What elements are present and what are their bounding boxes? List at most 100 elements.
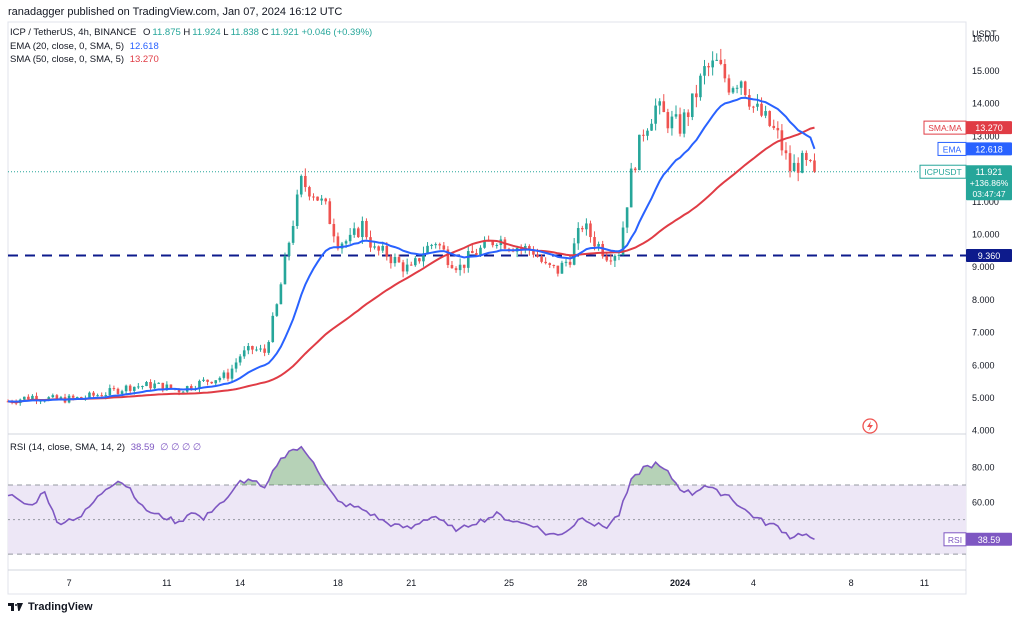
rsi-legend-nulls: ∅ ∅ ∅ ∅ xyxy=(160,442,202,453)
sma-legend[interactable]: SMA (50, close, 0, SMA, 5) 13.270 xyxy=(10,54,159,65)
level-badge[interactable]: 9.360 xyxy=(966,248,1012,262)
time-tick-label: 2024 xyxy=(670,578,690,588)
candle-body xyxy=(116,388,120,394)
candle-body xyxy=(31,395,34,400)
rsi-badge[interactable]: RSI 38.59 xyxy=(943,532,1012,547)
candle-body xyxy=(426,245,429,254)
candle-body xyxy=(271,315,275,343)
candle-body xyxy=(22,396,26,400)
candle-body xyxy=(189,386,193,390)
candle-body xyxy=(674,114,678,117)
candle-body xyxy=(629,168,633,208)
candle-body xyxy=(760,103,763,116)
candle-body xyxy=(613,255,617,261)
candle-body xyxy=(646,130,649,136)
sma-badge[interactable]: SMA:MA 13.270 xyxy=(923,120,1012,135)
high-value: 11.924 xyxy=(192,27,221,38)
candle-body xyxy=(242,350,246,357)
candle-body xyxy=(552,264,556,266)
candle-body xyxy=(809,159,812,161)
candle-body xyxy=(666,112,670,129)
candle-body xyxy=(601,244,604,257)
candle-body xyxy=(165,384,169,391)
candle-body xyxy=(483,240,486,248)
candle-body xyxy=(177,389,181,393)
rsi-badge-value: 38.59 xyxy=(978,535,1001,545)
candle-body xyxy=(739,81,743,88)
candle-body xyxy=(169,384,173,389)
candle-body xyxy=(230,368,234,379)
candle-body xyxy=(128,385,132,391)
lightning-icon[interactable] xyxy=(862,418,878,434)
high-label: H xyxy=(183,27,191,38)
price-badge-label: ICPUSDT xyxy=(924,167,961,177)
close-label: C xyxy=(261,27,269,38)
candle-body xyxy=(344,241,348,244)
price-badge[interactable]: ICPUSDT 11.921+136.86%03:47:47 xyxy=(919,164,1012,201)
candle-body xyxy=(279,284,283,305)
candle-body xyxy=(414,258,417,266)
price-chart[interactable]: 16.00015.00014.00013.00012.00011.00010.0… xyxy=(0,0,1024,600)
price-tick-label: 11.000 xyxy=(972,197,999,207)
candle-body xyxy=(161,382,165,391)
candle-body xyxy=(356,228,360,238)
price-tick-label: 14.000 xyxy=(972,99,1000,109)
change-value: +0.046 (+0.39%) xyxy=(301,27,373,38)
ema-badge[interactable]: EMA 12.618 xyxy=(937,141,1012,156)
candle-body xyxy=(27,396,30,400)
candle-body xyxy=(304,175,307,188)
candle-body xyxy=(418,258,421,262)
candle-body xyxy=(479,247,482,255)
candle-body xyxy=(735,87,739,89)
low-label: L xyxy=(223,27,229,38)
candle-body xyxy=(690,93,694,118)
candle-body xyxy=(295,194,299,227)
candle-body xyxy=(336,236,340,249)
candle-body xyxy=(792,162,796,172)
candle-body xyxy=(796,162,800,173)
candle-body xyxy=(124,385,128,392)
candle-body xyxy=(731,88,735,93)
price-tick-label: 9.000 xyxy=(972,262,995,272)
candle-body xyxy=(638,134,641,171)
candle-body xyxy=(238,356,242,363)
candle-body xyxy=(348,234,352,242)
candle-body xyxy=(572,243,576,265)
candle-body xyxy=(267,342,270,353)
candle-body xyxy=(157,382,161,384)
time-tick-label: 14 xyxy=(235,578,245,588)
candle-body xyxy=(222,372,226,378)
candle-body xyxy=(71,395,75,398)
candle-body xyxy=(625,207,629,228)
price-tick-label: 16.000 xyxy=(972,33,1000,43)
chart-frame xyxy=(7,21,967,595)
ema-legend-name: EMA (20, close, 0, SMA, 5) xyxy=(10,41,125,52)
candle-body xyxy=(605,256,609,261)
candle-body xyxy=(316,196,319,201)
rsi-tick-label: 80.00 xyxy=(972,463,995,473)
level-badge-value: 9.360 xyxy=(978,251,1001,261)
sma-badge-value: 13.270 xyxy=(975,123,1003,133)
candle-body xyxy=(523,246,527,249)
tradingview-icon xyxy=(8,602,24,612)
candle-body xyxy=(409,264,413,266)
candle-body xyxy=(446,249,450,266)
candle-body xyxy=(218,377,222,381)
candle-body xyxy=(458,264,462,271)
tradingview-logo[interactable]: TradingView xyxy=(8,601,93,613)
rsi-legend[interactable]: RSI (14, close, SMA, 14, 2) 38.59 ∅ ∅ ∅ … xyxy=(10,442,201,453)
candle-body xyxy=(361,220,364,238)
ema-legend[interactable]: EMA (20, close, 0, SMA, 5) 12.618 xyxy=(10,41,159,52)
candle-body xyxy=(312,196,315,198)
price-badge-extra: +136.86% xyxy=(970,178,1009,188)
candle-body xyxy=(202,379,205,381)
candle-body xyxy=(544,261,547,264)
candle-body xyxy=(104,395,108,397)
ema-badge-value: 12.618 xyxy=(975,144,1003,154)
candle-body xyxy=(434,244,437,246)
candle-body xyxy=(112,388,116,390)
candle-body xyxy=(210,381,213,384)
price-tick-label: 5.000 xyxy=(972,393,995,403)
candle-body xyxy=(141,386,144,388)
candle-body xyxy=(727,78,731,93)
